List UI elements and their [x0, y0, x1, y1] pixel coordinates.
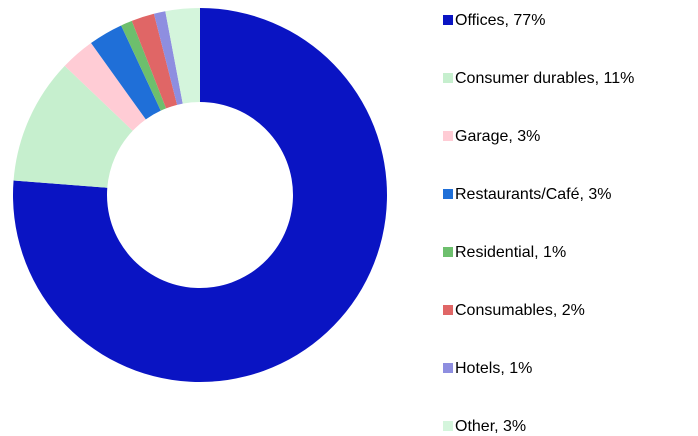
legend-label: Consumer durables, 11% — [455, 70, 634, 87]
legend-swatch — [443, 15, 453, 25]
legend-label: Other, 3% — [455, 418, 526, 435]
legend-label: Offices, 77% — [455, 12, 545, 29]
donut-slice — [131, 13, 178, 109]
legend-swatch — [443, 189, 453, 199]
donut-slice — [121, 20, 167, 111]
legend-swatch — [443, 73, 453, 83]
legend-swatch — [443, 421, 453, 431]
legend-label: Hotels, 1% — [455, 360, 532, 377]
legend-label: Restaurants/Café, 3% — [455, 186, 612, 203]
legend-swatch — [443, 363, 453, 373]
legend-swatch — [443, 131, 453, 141]
donut-slice — [64, 43, 146, 131]
legend-label: Garage, 3% — [455, 128, 540, 145]
donut-slice — [13, 8, 388, 382]
donut-slice — [153, 11, 183, 105]
legend-label: Consumables, 2% — [455, 302, 585, 319]
donut-slice — [91, 25, 161, 120]
legend-swatch — [443, 305, 453, 315]
donut-slice — [13, 65, 133, 188]
legend-label: Residential, 1% — [455, 244, 566, 261]
donut-slice — [165, 8, 200, 104]
legend-swatch — [443, 247, 453, 257]
